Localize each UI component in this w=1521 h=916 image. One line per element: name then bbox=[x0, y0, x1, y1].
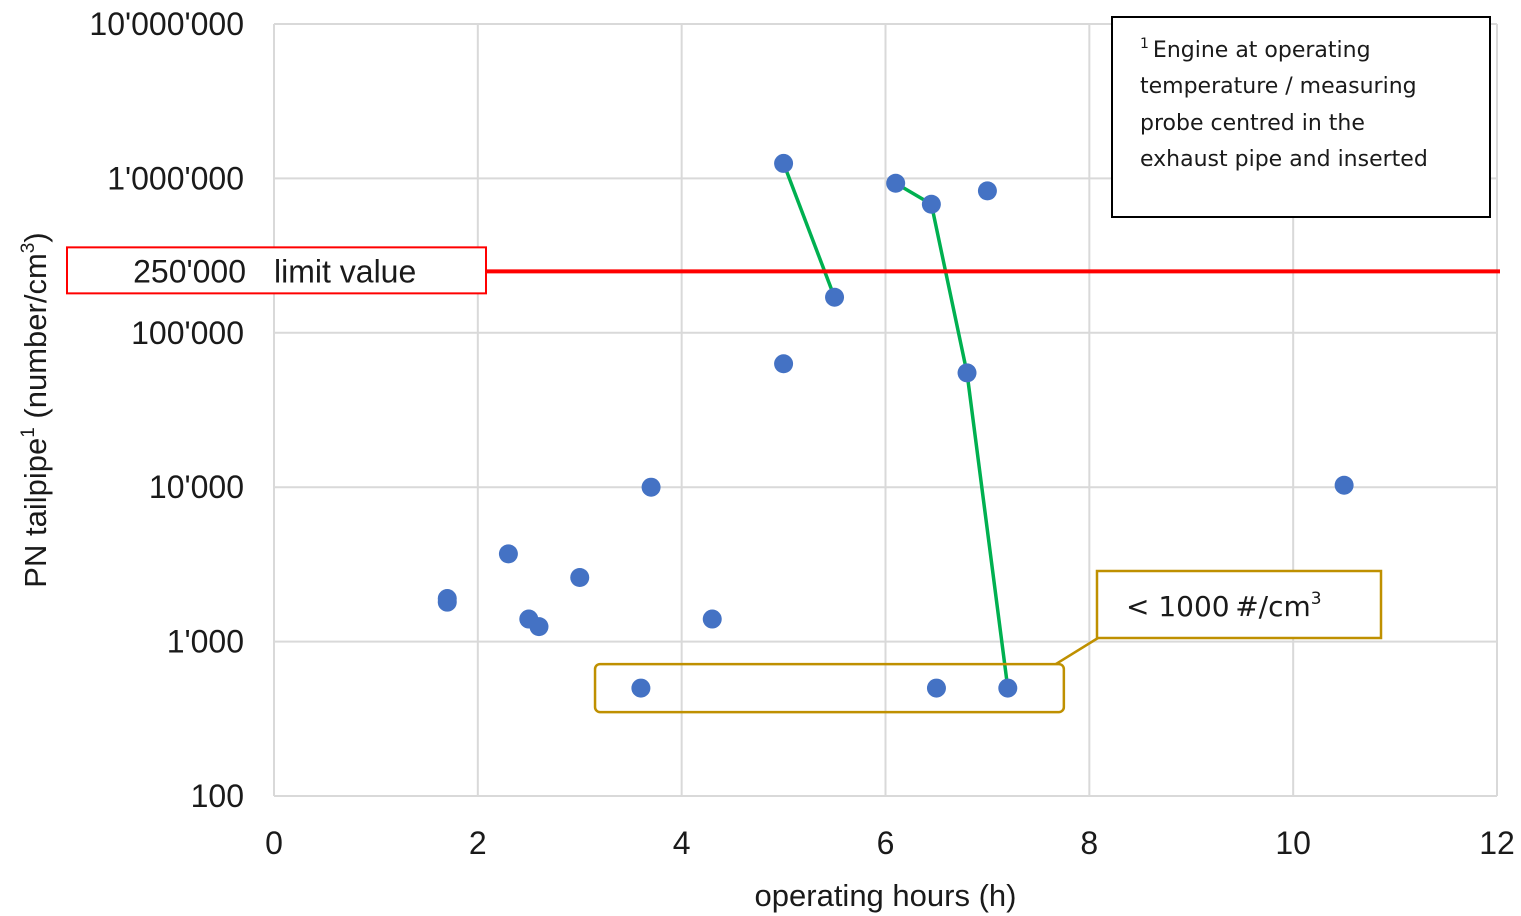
callout-label-sup: 3 bbox=[1311, 589, 1322, 609]
x-tick-label: 10 bbox=[1275, 825, 1311, 861]
data-point bbox=[529, 617, 549, 637]
x-tick-labels: 0 2 4 6 8 10 12 bbox=[265, 825, 1515, 861]
data-point bbox=[886, 173, 906, 193]
y-axis-title-unit-close: ) bbox=[18, 232, 53, 242]
data-point bbox=[1334, 475, 1354, 495]
footnote-line-1-text: Engine at operating bbox=[1153, 38, 1371, 63]
data-point bbox=[498, 544, 518, 564]
data-point bbox=[631, 678, 651, 698]
limit-value-label: 250'000 bbox=[133, 253, 246, 289]
data-point bbox=[437, 592, 457, 612]
x-tick-label: 0 bbox=[265, 825, 283, 861]
y-tick-label: 10'000 bbox=[149, 469, 244, 505]
y-axis-title: PN tailpipe1 (number/cm3) bbox=[18, 232, 53, 587]
footnote-line-2: temperature / measuring bbox=[1140, 74, 1417, 99]
y-axis-title-sup: 1 bbox=[18, 427, 39, 438]
connector-lines bbox=[781, 162, 1010, 689]
y-tick-label: 100'000 bbox=[131, 315, 244, 351]
data-point bbox=[921, 194, 941, 214]
footnote-marker: 1 bbox=[1140, 36, 1149, 52]
limit-label: limit value bbox=[274, 253, 416, 289]
y-tick-label: 1'000 bbox=[167, 624, 244, 660]
footnote-line-3: probe centred in the bbox=[1140, 111, 1365, 136]
y-tick-labels: 100 1'000 10'000 100'000 1'000'000 10'000'000 bbox=[89, 6, 244, 814]
y-axis-title-unit: (number/cm bbox=[18, 253, 53, 427]
data-point bbox=[774, 354, 794, 374]
x-axis-title: operating hours (h) bbox=[755, 878, 1017, 913]
x-tick-label: 4 bbox=[673, 825, 691, 861]
x-tick-label: 6 bbox=[877, 825, 895, 861]
data-point bbox=[825, 287, 845, 307]
callout-label-text: < 1000 #/cm bbox=[1126, 590, 1311, 623]
footnote-line-1: 1 Engine at operating bbox=[1140, 36, 1371, 63]
callout-label: < 1000 #/cm3 bbox=[1126, 589, 1322, 623]
x-tick-label: 12 bbox=[1479, 825, 1515, 861]
y-tick-label: 1'000'000 bbox=[107, 160, 244, 196]
data-points bbox=[437, 153, 1354, 698]
y-axis-title-main: PN tailpipe bbox=[18, 438, 53, 588]
y-tick-label: 100 bbox=[191, 778, 244, 814]
data-point bbox=[998, 678, 1018, 698]
data-point bbox=[926, 678, 946, 698]
below-detection-region bbox=[593, 662, 1066, 714]
data-point bbox=[774, 153, 794, 173]
footnote-line-4: exhaust pipe and inserted bbox=[1140, 147, 1428, 172]
data-point bbox=[977, 181, 997, 201]
y-tick-label: 10'000'000 bbox=[89, 6, 244, 42]
data-point bbox=[641, 477, 661, 497]
callout-box bbox=[1095, 569, 1383, 640]
callout-leader-line bbox=[1055, 636, 1099, 666]
data-point bbox=[957, 363, 977, 383]
y-axis-title-unit-sup: 3 bbox=[18, 243, 39, 254]
footnote-box bbox=[1111, 16, 1491, 218]
x-tick-label: 8 bbox=[1080, 825, 1098, 861]
data-point bbox=[570, 568, 590, 588]
limit-label-box bbox=[66, 246, 487, 295]
data-point bbox=[702, 609, 722, 629]
x-tick-label: 2 bbox=[469, 825, 487, 861]
connector-line bbox=[894, 181, 1010, 689]
connector-line bbox=[781, 162, 837, 298]
